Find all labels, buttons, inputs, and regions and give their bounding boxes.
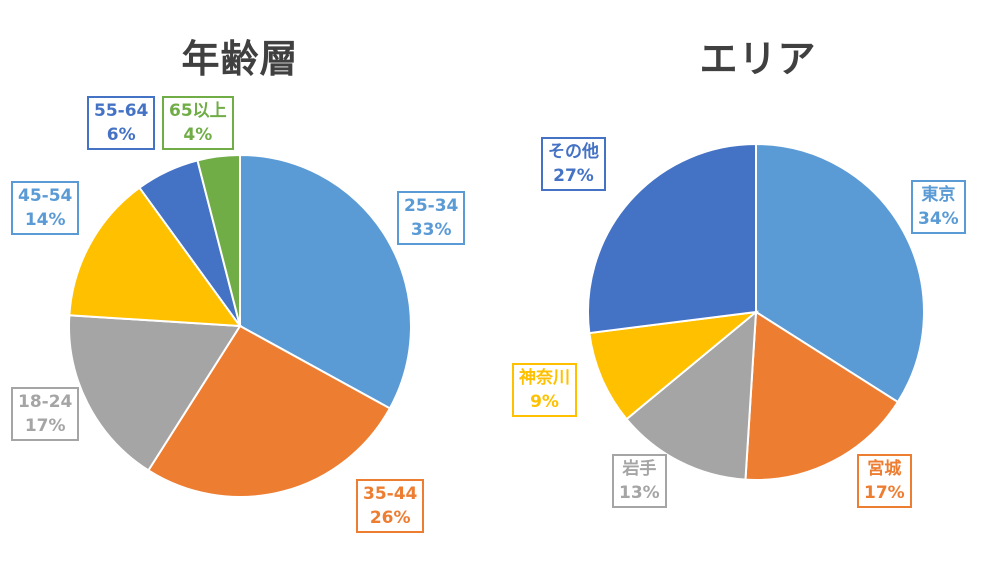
slice-value-text: 26%	[369, 508, 411, 528]
slice-label-text: 65以上	[169, 101, 227, 121]
slice-value-text: 34%	[918, 209, 959, 229]
slice-35-44	[146, 324, 392, 499]
slice-45-54	[68, 186, 243, 328]
label-kanagawa: 神奈川 9%	[512, 363, 577, 417]
slice-value-text: 27%	[553, 166, 594, 186]
label-45-54: 45-54 14%	[11, 181, 80, 235]
slice-value-text: 17%	[864, 483, 905, 503]
age-chart-title: 年齢層	[181, 37, 299, 81]
slice-label-text: 神奈川	[519, 368, 570, 388]
label-55-64: 55-64 6%	[87, 96, 156, 150]
slice-value-text: 17%	[24, 416, 66, 436]
slice-label-text: 25-34	[404, 196, 459, 216]
slice-label-text: 宮城	[867, 459, 902, 479]
slice-iwate	[625, 309, 758, 481]
label-miyagi: 宮城 17%	[857, 454, 912, 508]
slice-25-34	[239, 153, 413, 410]
slice-label-text: 岩手	[622, 459, 657, 479]
slice-kanagawa	[588, 310, 760, 421]
slice-label-text: 18-24	[18, 392, 73, 412]
slice-label-text: その他	[548, 142, 599, 162]
slice-value-text: 33%	[410, 220, 452, 240]
label-65-over: 65以上 4%	[162, 96, 234, 150]
slice-label-text: 東京	[921, 185, 956, 205]
slice-label-text: 35-44	[363, 484, 418, 504]
label-35-44: 35-44 26%	[356, 479, 425, 533]
slice-label-text: 45-54	[18, 186, 73, 206]
slice-label-text: 55-64	[94, 101, 149, 121]
label-25-34: 25-34 33%	[397, 191, 466, 245]
slice-value-text: 14%	[24, 210, 66, 230]
slice-miyagi	[744, 310, 900, 482]
slice-65-over	[196, 153, 241, 327]
slice-18-24	[68, 314, 242, 472]
label-other: その他 27%	[541, 137, 606, 191]
slice-value-text: 13%	[619, 483, 660, 503]
slice-value-text: 6%	[106, 125, 136, 145]
label-iwate: 岩手 13%	[612, 454, 667, 508]
slice-value-text: 4%	[183, 125, 213, 145]
area-chart-title: エリア	[699, 37, 817, 81]
label-18-24: 18-24 17%	[11, 387, 80, 441]
slice-other	[586, 142, 757, 335]
slice-value-text: 9%	[530, 392, 559, 412]
label-tokyo: 東京 34%	[911, 180, 966, 234]
